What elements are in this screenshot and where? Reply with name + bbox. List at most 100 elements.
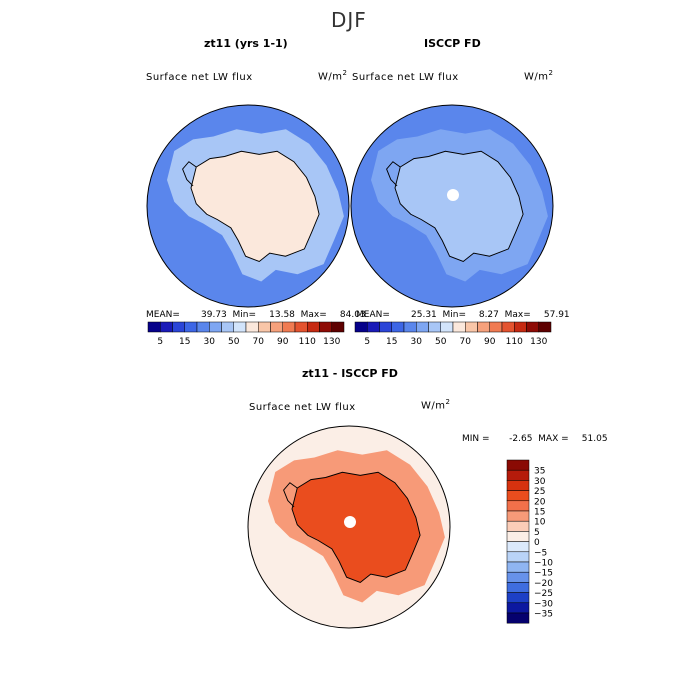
- map-border: [146, 104, 350, 308]
- max-label: Max=: [504, 310, 531, 320]
- colorbar-cell: [477, 321, 490, 333]
- colorbar-cell: [506, 531, 530, 542]
- colorbar-tick-label: −5: [534, 548, 547, 558]
- interior-field: [292, 472, 421, 583]
- panel-2-stats: MEAN= 25.31 Min= 8.27 Max= 57.91: [356, 310, 570, 320]
- colorbar-cell: [258, 321, 271, 333]
- colorbar-tick-label: −15: [534, 569, 553, 579]
- colorbar-cell: [506, 571, 530, 583]
- min-label: MIN =: [462, 434, 490, 444]
- colorbar-tick-label: 30: [534, 477, 546, 487]
- colorbar-cell: [307, 321, 320, 333]
- panel-3-stats: MIN = -2.65 MAX = 51.05: [462, 434, 608, 444]
- min-value: 13.58: [269, 310, 295, 320]
- mean-value: 25.31: [411, 310, 437, 320]
- colorbar-cell: [172, 321, 185, 333]
- colorbar-cell: [209, 321, 222, 333]
- colorbar-tick-label: 0: [534, 538, 540, 548]
- colorbar-tick-label: 10: [534, 518, 546, 528]
- colorbar-cell: [196, 321, 210, 333]
- colorbar-cell: [506, 500, 530, 512]
- max-value: 51.05: [581, 434, 608, 444]
- colorbar-tick-label: 50: [228, 337, 240, 347]
- max-label: MAX =: [538, 434, 569, 444]
- map-border: [350, 104, 554, 308]
- peninsula-coastline: [386, 161, 401, 187]
- colorbar-cell: [440, 321, 454, 333]
- colorbar-cell: [379, 321, 392, 333]
- colorbar-cell: [416, 321, 429, 333]
- colorbar-cell: [270, 321, 283, 333]
- colorbar-tick-label: −20: [534, 579, 553, 589]
- colorbar-cell: [147, 321, 161, 333]
- colorbar-cell: [506, 612, 530, 624]
- map-clip-group: [147, 105, 349, 307]
- mean-label: MEAN=: [146, 310, 180, 320]
- min-value: 8.27: [478, 310, 499, 320]
- colorbar-tick-label: 110: [506, 337, 523, 347]
- colorbar-cell: [506, 582, 530, 593]
- colorbar-cell: [391, 321, 405, 333]
- interior-field: [191, 151, 320, 262]
- colorbar-tick-label: 130: [530, 337, 547, 347]
- map-clip-group: [351, 105, 553, 307]
- min-label: Min=: [232, 310, 257, 320]
- panel-3-units: W/m2: [421, 398, 451, 412]
- panel-1-units: W/m2: [318, 69, 348, 83]
- panel-2-units: W/m2: [524, 69, 554, 83]
- colorbar-tick-label: 130: [323, 337, 340, 347]
- colorbar-cell: [221, 321, 234, 333]
- colorbar-tick-label: 30: [204, 337, 216, 347]
- pole-hole: [447, 189, 459, 201]
- mean-label: MEAN=: [356, 310, 390, 320]
- max-value: 57.91: [543, 310, 570, 320]
- colorbar-panel-2: 5 15 30 50 70 90 110 130: [354, 321, 552, 347]
- colorbar-cell: [506, 541, 530, 553]
- map-panel-isccp: [350, 104, 554, 308]
- colorbar-tick-label: −10: [534, 559, 553, 569]
- colorbar-cell: [526, 321, 539, 333]
- colorbar-cell: [506, 602, 530, 614]
- colorbar-cell: [403, 321, 417, 333]
- peninsula-coastline: [283, 482, 298, 508]
- colorbar-cell: [160, 321, 173, 333]
- panel-1-stats: MEAN= 39.73 Min= 13.58 Max= 84.03: [146, 310, 366, 320]
- colorbar-cell: [538, 321, 552, 333]
- panel-2-variable-label: Surface net LW flux: [352, 72, 459, 83]
- colorbar-tick-label: 70: [253, 337, 265, 347]
- colorbar-cell: [354, 321, 368, 333]
- colorbar-cell: [506, 592, 530, 604]
- colorbar-cell: [506, 520, 530, 532]
- colorbar-cell: [331, 321, 345, 333]
- colorbar-cell: [506, 480, 530, 491]
- colorbar-cell: [506, 490, 530, 502]
- colorbar-cell: [514, 321, 527, 333]
- coastline: [394, 150, 524, 263]
- colorbar-cell: [489, 321, 503, 333]
- peninsula-coastline: [182, 161, 197, 187]
- colorbar-cell: [428, 321, 441, 333]
- colorbar-cell: [294, 321, 308, 333]
- panel-3-title: zt11 - ISCCP FD: [302, 367, 398, 380]
- colorbar-tick-label: 15: [179, 337, 190, 347]
- panel-1-variable-label: Surface net LW flux: [146, 72, 253, 83]
- mean-value: 39.73: [201, 310, 227, 320]
- colorbar-tick-label: −35: [534, 610, 553, 620]
- colorbar-cell: [319, 321, 332, 333]
- colorbar-tick-label: 35: [534, 467, 545, 477]
- colorbar-tick-label: 5: [534, 528, 540, 538]
- colorbar-cell: [233, 321, 247, 333]
- map-clip-group: [248, 426, 450, 628]
- pole-hole: [344, 516, 356, 528]
- colorbar-cell: [506, 469, 530, 481]
- colorbar-cell: [501, 321, 515, 333]
- interior-field: [395, 151, 524, 262]
- min-value: -2.65: [509, 434, 533, 444]
- colorbar-cell: [367, 321, 380, 333]
- min-label: Min=: [442, 310, 467, 320]
- map-border: [247, 425, 451, 629]
- colorbar-tick-label: 90: [484, 337, 496, 347]
- colorbar-tick-label: 25: [534, 487, 545, 497]
